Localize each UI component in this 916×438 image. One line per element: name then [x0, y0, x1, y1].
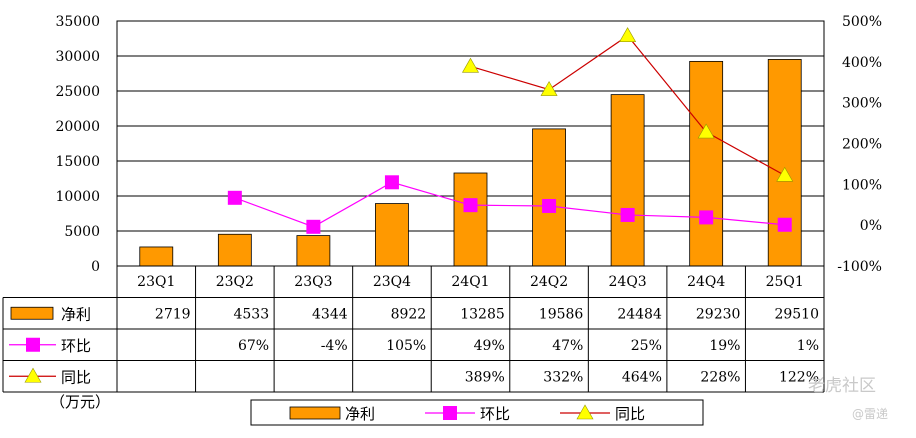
- marker-square-23Q4: [384, 175, 399, 190]
- y-left-tick-label: 25000: [55, 84, 100, 100]
- legend: 净利 环比 同比: [250, 399, 704, 426]
- marker-square-23Q3: [306, 219, 321, 234]
- y-right-tick-label: 200%: [842, 137, 882, 153]
- y-left-tick-label: 0: [91, 259, 100, 275]
- watermark-brand: 老虎社区: [808, 376, 876, 396]
- category-label: 24Q1: [451, 274, 489, 290]
- legend-label: 净利: [345, 405, 375, 423]
- data-value: 19%: [709, 338, 740, 354]
- row-label: 净利: [61, 305, 91, 323]
- data-value: 19586: [539, 306, 584, 322]
- marker-square-23Q2: [227, 190, 242, 205]
- marker-square-24Q1: [463, 198, 478, 213]
- row-label: 同比: [61, 368, 91, 386]
- bar-24Q3: [610, 94, 645, 267]
- category-label: 23Q3: [294, 274, 332, 290]
- data-value: 464%: [622, 369, 662, 385]
- marker-triangle-24Q4: [697, 123, 715, 139]
- data-value: 8922: [391, 306, 427, 322]
- marker-square-24Q3: [620, 207, 635, 222]
- y-left-tick-label: 20000: [55, 119, 100, 135]
- data-value: 29230: [696, 306, 741, 322]
- y-left-tick-label: 10000: [55, 189, 100, 205]
- data-value: 13285: [460, 306, 505, 322]
- y-right-tick-label: 100%: [842, 177, 882, 193]
- marker-square-25Q1: [777, 217, 792, 232]
- data-value: 29510: [774, 306, 819, 322]
- marker-triangle-24Q2: [540, 80, 558, 96]
- category-label: 24Q2: [530, 274, 568, 290]
- bar-23Q1: [139, 246, 174, 267]
- data-value: 4344: [312, 306, 348, 322]
- legend-label: 环比: [480, 405, 510, 423]
- category-label: 25Q1: [766, 274, 804, 290]
- series-line-1: [234, 181, 785, 228]
- unit-label: （万元）: [50, 393, 110, 411]
- category-label: 23Q2: [216, 274, 254, 290]
- marker-triangle-25Q1: [776, 166, 794, 182]
- y-left-tick-label: 30000: [55, 49, 100, 65]
- legend-key-triangle: [576, 404, 594, 420]
- category-label: 23Q1: [137, 274, 175, 290]
- bar-25Q1: [767, 59, 802, 267]
- data-value: 4533: [233, 306, 269, 322]
- y-right-tick-label: 500%: [842, 14, 882, 30]
- legend-key-bar: [289, 406, 341, 420]
- series-lines: [227, 27, 794, 234]
- row-label: 环比: [61, 337, 91, 355]
- bar-24Q4: [689, 60, 724, 267]
- data-value: 332%: [543, 369, 583, 385]
- category-label: 24Q4: [687, 274, 725, 290]
- data-value: 2719: [155, 306, 191, 322]
- marker-square-24Q2: [542, 198, 557, 213]
- data-value: 122%: [779, 369, 819, 385]
- y-left-tick-label: 35000: [55, 14, 100, 30]
- data-value: 24484: [617, 306, 662, 322]
- marker-square-24Q4: [699, 210, 714, 225]
- bar-23Q3: [296, 235, 331, 267]
- category-label: 23Q4: [373, 274, 411, 290]
- y-right-tick-label: -100%: [837, 259, 882, 275]
- y-left-tick-label: 15000: [55, 154, 100, 170]
- data-value: 47%: [552, 338, 583, 354]
- data-value: 228%: [700, 369, 740, 385]
- row-key-triangle: [24, 367, 42, 383]
- watermark-author: @雷递: [852, 407, 888, 421]
- row-key-square: [26, 337, 40, 352]
- bar-24Q1: [453, 172, 488, 267]
- y-right-tick-label: 300%: [842, 96, 882, 112]
- bars: [139, 59, 802, 267]
- data-value: 49%: [474, 338, 505, 354]
- bar-23Q2: [217, 233, 252, 267]
- legend-label: 同比: [615, 405, 645, 423]
- bar-23Q4: [375, 203, 409, 267]
- bar-24Q2: [532, 128, 566, 267]
- category-label: 24Q3: [609, 274, 647, 290]
- data-value: 25%: [631, 338, 662, 354]
- axes: 0 5000 10000 15000 20000 25000 30000 35000 -100%…: [55, 14, 882, 275]
- data-value: 67%: [238, 338, 269, 354]
- data-value: -4%: [321, 338, 348, 354]
- data-value: 389%: [465, 369, 505, 385]
- marker-triangle-24Q1: [461, 57, 480, 73]
- y-right-tick-label: 0%: [860, 218, 882, 234]
- y-right-tick-label: 400%: [842, 55, 882, 71]
- data-table: 23Q1 23Q2 23Q3 23Q4 24Q1 24Q2 24Q3 24Q4 25Q1 净利 27…: [2, 265, 825, 393]
- row-key-bar: [10, 306, 54, 320]
- data-value: 1%: [797, 338, 819, 354]
- y-left-tick-label: 5000: [64, 224, 100, 240]
- legend-key-square: [443, 406, 457, 420]
- marker-triangle-24Q3: [619, 27, 637, 43]
- data-value: 105%: [386, 338, 426, 354]
